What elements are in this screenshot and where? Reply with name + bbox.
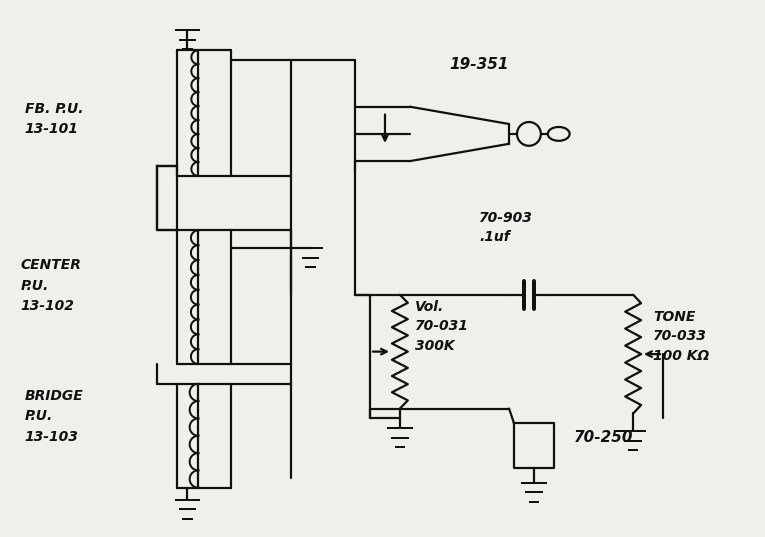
Text: CENTER
P.U.
13-102: CENTER P.U. 13-102: [21, 258, 82, 313]
Text: Vol.
70-031
300K: Vol. 70-031 300K: [415, 300, 469, 353]
Text: TONE
70-033
100 KΩ: TONE 70-033 100 KΩ: [653, 309, 709, 362]
Text: BRIDGE
P.U.
13-103: BRIDGE P.U. 13-103: [24, 389, 83, 444]
Text: FB. P.U.
13-101: FB. P.U. 13-101: [24, 101, 83, 136]
Text: 70-903
.1uf: 70-903 .1uf: [480, 211, 533, 244]
Text: 19-351: 19-351: [450, 57, 509, 72]
Text: 70-250: 70-250: [574, 430, 633, 445]
